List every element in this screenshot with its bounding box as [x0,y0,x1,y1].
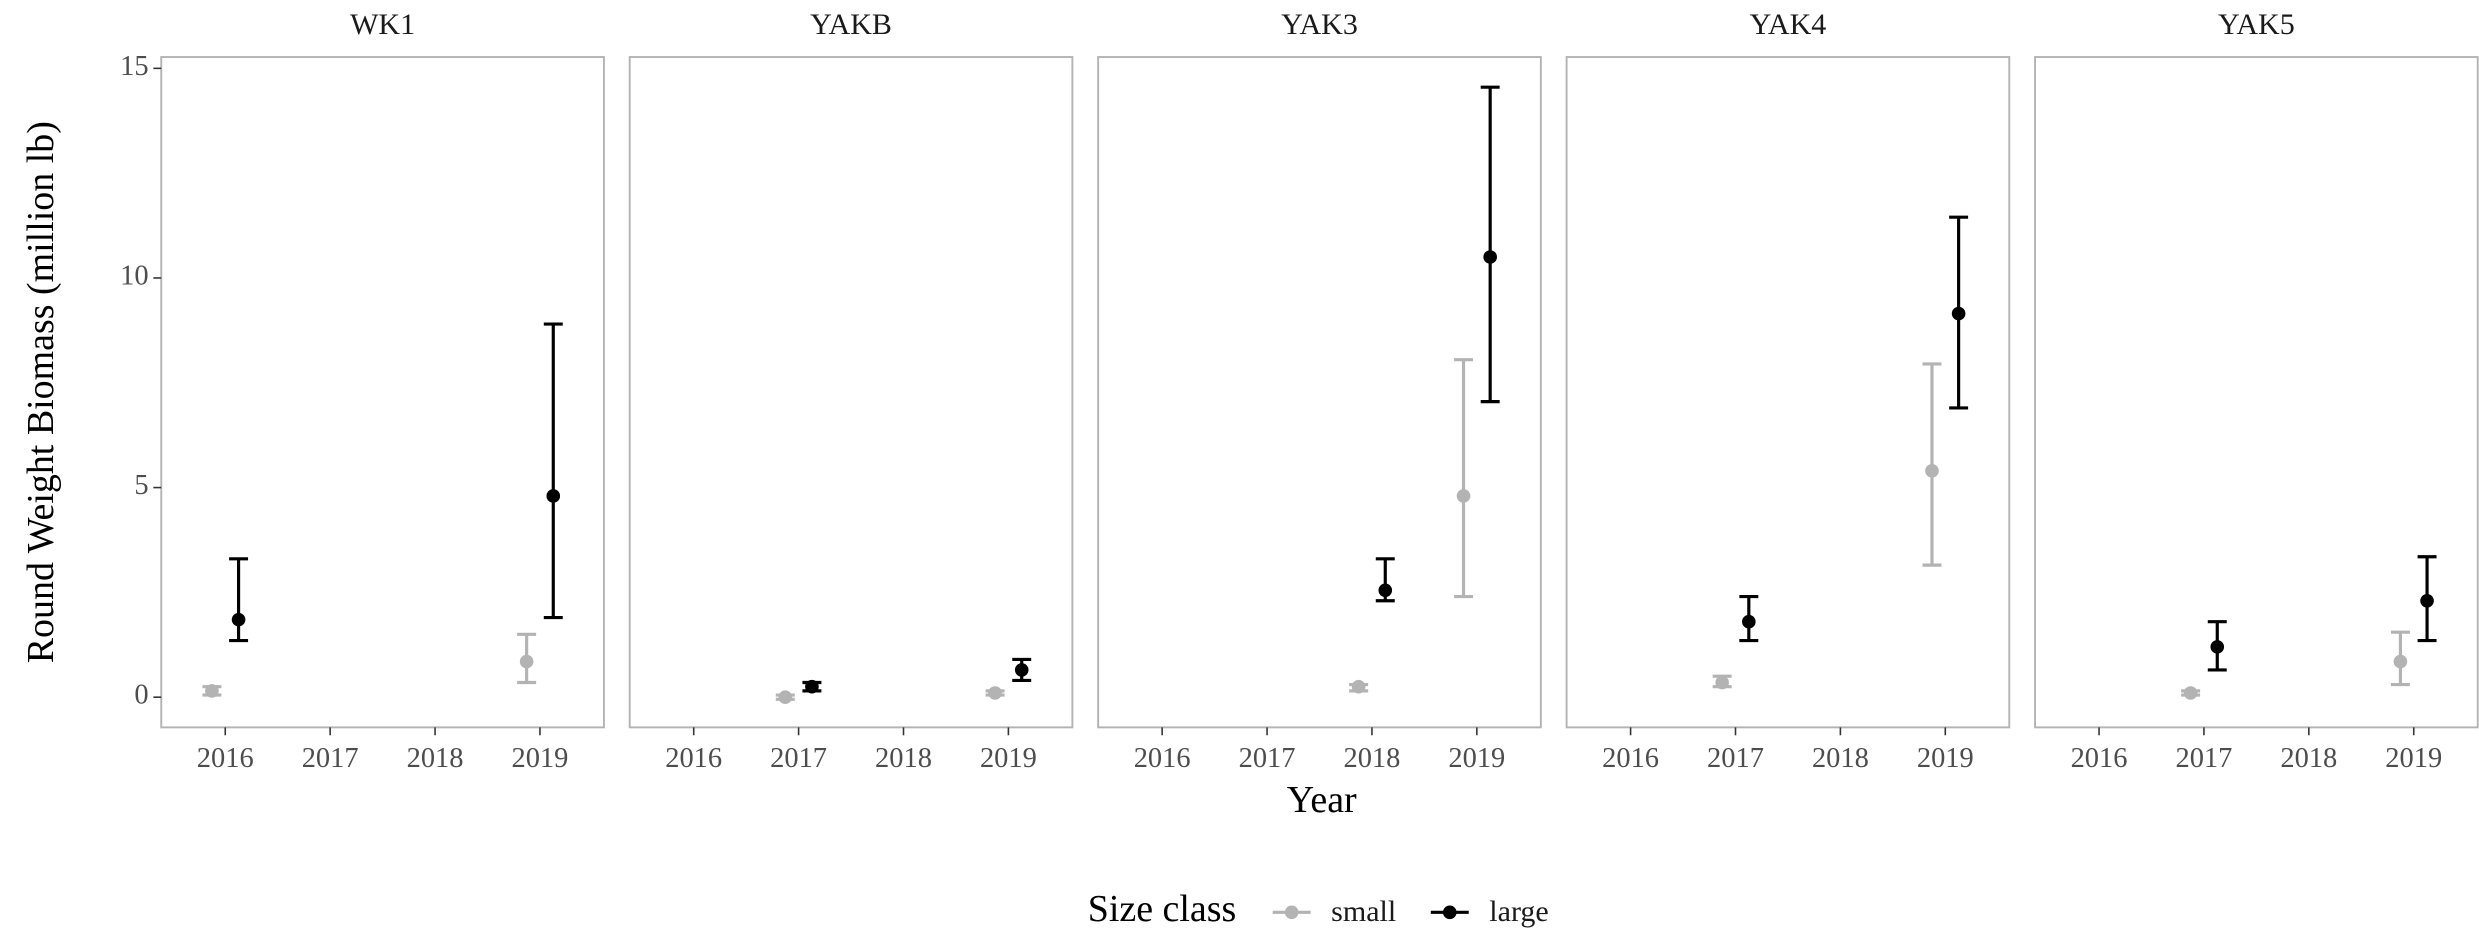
legend-label: small [1331,895,1396,928]
panel-title: YAK3 [1281,8,1358,41]
point [1715,675,1729,690]
point [1742,614,1756,629]
y-tick-label: 0 [134,680,148,711]
x-tick-label: 2016 [665,743,722,774]
x-tick-label: 2019 [1917,743,1974,774]
x-tick-label: 2016 [197,743,254,774]
x-tick-label: 2016 [1134,743,1191,774]
panel-border [1097,56,1542,729]
point [1014,663,1029,677]
point [1456,489,1471,503]
legend-label: large [1489,895,1548,928]
y-tick-label: 5 [134,470,148,501]
legend-point [1284,905,1299,920]
panel-title: YAK4 [1750,8,1827,41]
point [519,654,534,669]
point [1483,250,1497,264]
point [1351,679,1366,694]
error-bar [543,322,563,620]
y-tick-label: 15 [120,51,148,82]
panel-border [160,56,605,729]
point [2420,593,2434,608]
x-tick-label: 2017 [1707,743,1764,774]
point [2393,654,2408,669]
y-tick-label: 10 [120,260,148,291]
legend-point [1442,905,1457,920]
x-tick-label: 2019 [1448,743,1505,774]
panel-border [2034,56,2479,729]
x-tick-label: 2017 [302,743,359,774]
point [1925,463,1939,478]
x-tick-label: 2016 [2071,743,2128,774]
point [1951,306,1966,321]
point [805,679,819,694]
point [2183,686,2198,700]
x-tick-label: 2017 [1239,743,1296,774]
x-tick-label: 2019 [512,743,569,774]
panel-title: YAKB [810,8,892,41]
panel-border [1565,56,2011,729]
x-tick-label: 2017 [2176,743,2233,774]
x-tick-label: 2018 [1344,743,1401,774]
x-tick-label: 2018 [875,743,932,774]
y-axis-title: Round Weight Biomass (million lb) [20,121,62,663]
x-tick-label: 2018 [2280,743,2337,774]
panel-title: YAK5 [2218,8,2295,41]
x-tick-label: 2018 [407,743,464,774]
x-tick-label: 2016 [1602,743,1659,774]
point [2210,640,2225,654]
error-bar [1454,358,1474,599]
legend-title: Size class [1088,888,1237,930]
point [1378,583,1393,598]
panel-title: WK1 [350,8,415,41]
x-tick-label: 2019 [980,743,1037,774]
point [988,686,1002,700]
point [546,489,561,503]
point [231,612,246,627]
error-bar [1480,85,1500,404]
panel-border [628,56,1074,729]
point [778,690,793,704]
x-tick-label: 2019 [2385,743,2442,774]
x-tick-label: 2017 [770,743,827,774]
x-tick-label: 2018 [1812,743,1869,774]
x-axis-title: Year [1287,779,1357,821]
point [205,684,219,698]
error-bar [229,557,249,643]
